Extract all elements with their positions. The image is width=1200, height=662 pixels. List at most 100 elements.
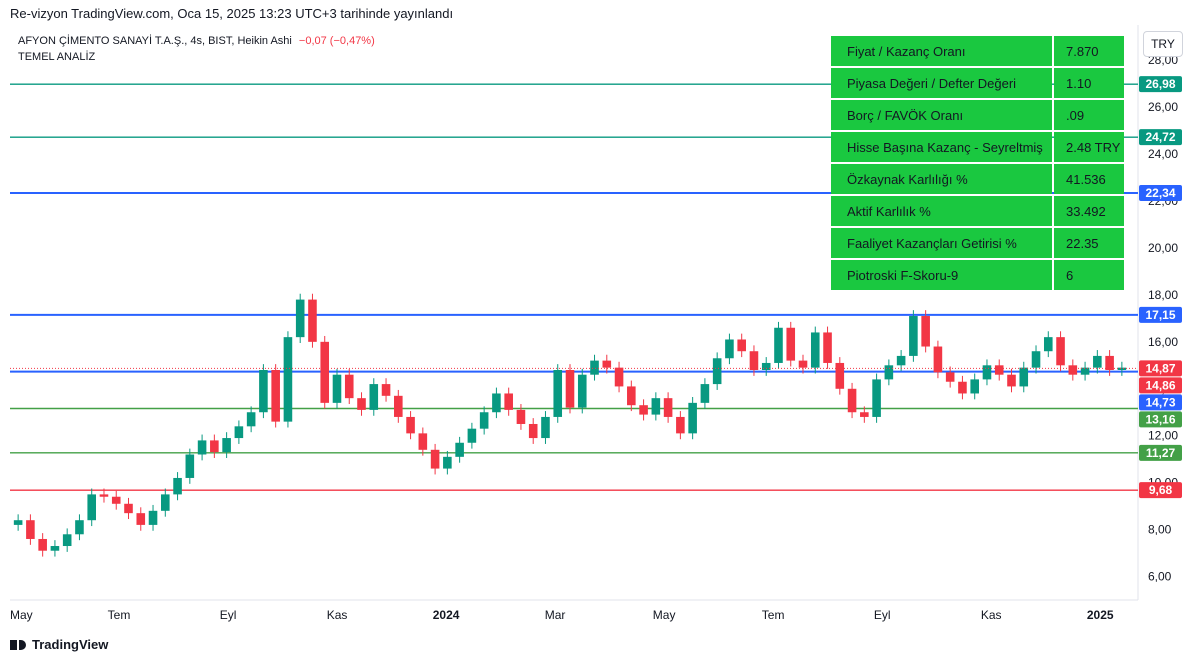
candle-body: [823, 332, 832, 363]
x-tick-label: Tem: [108, 608, 131, 622]
candle-body: [1019, 367, 1029, 387]
candle-body: [504, 393, 513, 410]
candle-body: [1007, 374, 1016, 387]
table-row: Faaliyet Kazançları Getirisi % 22.35: [831, 228, 1124, 258]
price-badge: [1139, 185, 1182, 202]
y-tick-label: 8,00: [1148, 523, 1172, 537]
metric-label: Piyasa Değeri / Defter Değeri: [831, 68, 1052, 98]
candle-body: [308, 299, 317, 342]
price-badge-label: 17,15: [1145, 308, 1175, 322]
candle-body: [124, 503, 133, 514]
table-row: Borç / FAVÖK Oranı .09: [831, 100, 1124, 130]
table-row: Piotroski F-Skoru-9 6: [831, 260, 1124, 290]
candle-body: [283, 337, 293, 422]
candle-body: [357, 398, 366, 410]
candle-body: [847, 388, 857, 413]
candle-body: [394, 395, 403, 417]
candle-body: [1068, 365, 1078, 375]
candle-body: [896, 355, 906, 366]
candle-body: [1093, 355, 1102, 368]
candle-body: [798, 360, 808, 368]
candle-body: [614, 367, 624, 387]
candle-body: [38, 538, 47, 551]
price-badge: [1139, 444, 1182, 461]
candle-body: [259, 370, 268, 413]
metric-value: .09: [1054, 100, 1124, 130]
candle-body: [994, 365, 1004, 375]
candle-body: [295, 299, 305, 338]
candle-body: [418, 433, 428, 450]
candle-body: [688, 402, 697, 434]
price-badge: [1139, 360, 1182, 377]
candle-body: [75, 520, 84, 535]
candle-body: [332, 374, 342, 403]
metric-value: 33.492: [1054, 196, 1124, 226]
x-tick-label: May: [10, 608, 33, 622]
candle-body: [749, 351, 759, 370]
metric-value: 6: [1054, 260, 1124, 290]
y-tick-label: 6,00: [1148, 570, 1172, 584]
metric-label: Özkaynak Karlılığı %: [831, 164, 1052, 194]
candle-body: [148, 510, 158, 525]
table-row: Fiyat / Kazanç Oranı 7.870: [831, 36, 1124, 66]
tradingview-icon: [10, 639, 26, 650]
candle-body: [872, 379, 881, 417]
candle-body: [945, 372, 955, 382]
metric-label: Aktif Karlılık %: [831, 196, 1052, 226]
candle-body: [565, 370, 575, 408]
candle-body: [651, 398, 661, 415]
price-badge-label: 11,27: [1146, 446, 1176, 460]
candle-body: [381, 384, 391, 396]
metric-value: 41.536: [1054, 164, 1124, 194]
y-tick-label: 16,00: [1148, 335, 1178, 349]
candle-body: [909, 316, 918, 356]
price-badge-label: 9,68: [1149, 483, 1173, 497]
candle-body: [185, 454, 195, 478]
candle-body: [87, 494, 97, 521]
table-row: Aktif Karlılık % 33.492: [831, 196, 1124, 226]
candle-body: [479, 412, 489, 429]
price-badge: [1139, 482, 1182, 499]
metric-value: 7.870: [1054, 36, 1124, 66]
candle-body: [970, 379, 979, 394]
candle-body: [663, 398, 673, 417]
price-badge-label: 14,86: [1145, 378, 1175, 392]
symbol-legend: AFYON ÇİMENTO SANAYİ T.A.Ş., 4s, BIST, H…: [18, 35, 375, 47]
candle-body: [443, 456, 452, 469]
brand-label: TradingView: [32, 637, 109, 652]
price-badge: [1139, 377, 1182, 394]
x-tick-label: Mar: [545, 608, 566, 622]
candle-body: [553, 370, 563, 417]
indicator-title: TEMEL ANALİZ: [18, 51, 96, 63]
metric-value: 2.48 TRY: [1054, 132, 1124, 162]
y-tick-label: 18,00: [1148, 288, 1178, 302]
price-change: −0,07 (−0,47%): [298, 35, 375, 47]
tradingview-logo[interactable]: TradingView: [10, 637, 108, 652]
candle-body: [136, 513, 146, 525]
candle-body: [627, 386, 636, 406]
x-tick-label: 2025: [1087, 608, 1114, 622]
candle-body: [884, 365, 894, 380]
candle-body: [590, 360, 599, 375]
candle-body: [1031, 351, 1041, 368]
x-tick-label: Tem: [762, 608, 785, 622]
y-tick-label: 24,00: [1148, 147, 1178, 161]
candle-body: [810, 332, 820, 368]
candle-body: [933, 346, 943, 373]
candle-body: [26, 520, 35, 539]
price-badge: [1139, 411, 1182, 428]
x-tick-label: Eyl: [874, 608, 891, 622]
currency-button[interactable]: TRY: [1143, 31, 1183, 57]
candle-body: [1117, 367, 1127, 370]
candle-body: [406, 416, 415, 434]
candle-body: [921, 316, 930, 347]
candle-body: [577, 374, 587, 408]
metric-value: 22.35: [1054, 228, 1124, 258]
candle-body: [369, 384, 379, 410]
y-tick-label: 26,00: [1148, 100, 1178, 114]
candle-body: [958, 381, 967, 394]
candle-body: [1056, 337, 1065, 366]
metric-label: Hisse Başına Kazanç - Seyreltmiş: [831, 132, 1052, 162]
candle-body: [860, 412, 869, 417]
